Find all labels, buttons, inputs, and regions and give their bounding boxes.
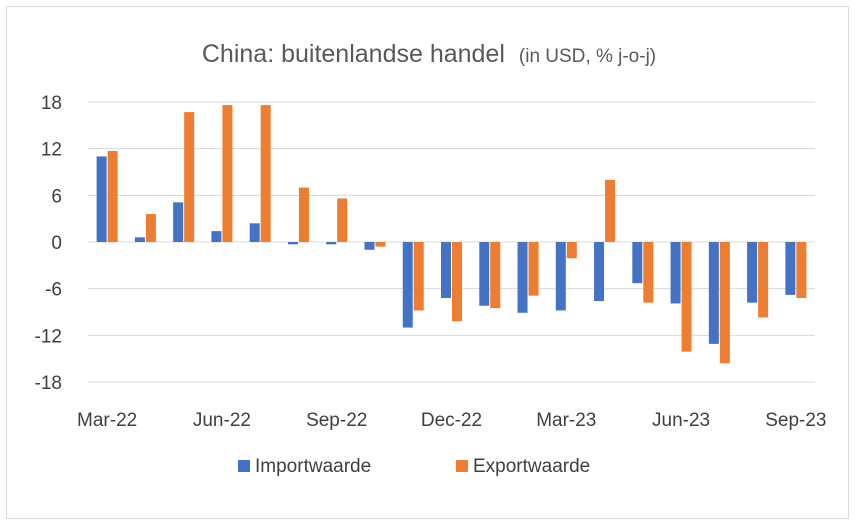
bars xyxy=(96,105,807,364)
export-bar-sep-22 xyxy=(337,198,348,242)
x-tick-label: Jun-23 xyxy=(652,410,710,431)
import-bar-sep-22 xyxy=(326,242,337,245)
legend-label-importwaarde: Importwaarde xyxy=(255,456,371,477)
export-bar-nov-22 xyxy=(413,242,424,311)
import-bar-aug-23 xyxy=(747,242,758,303)
x-tick-label: Sep-22 xyxy=(306,410,367,431)
export-bar-aug-23 xyxy=(758,242,769,318)
y-tick-label: -18 xyxy=(35,373,62,394)
export-bar-may-22 xyxy=(184,112,195,242)
import-bar-oct-22 xyxy=(364,242,375,250)
x-axis-ticks: Mar-22 Jun-22 Sep-22 Dec-22 Mar-23 Jun-23 Sep-… xyxy=(77,410,826,431)
export-bar-jul-22 xyxy=(260,105,271,242)
import-bar-aug-22 xyxy=(287,242,298,245)
import-bar-nov-22 xyxy=(402,242,413,328)
export-bar-oct-22 xyxy=(375,242,386,247)
export-bar-mar-22 xyxy=(107,151,118,242)
x-tick-label: Mar-22 xyxy=(77,410,137,431)
x-tick-label: Jun-22 xyxy=(193,410,251,431)
export-bar-sep-23 xyxy=(796,242,807,298)
y-tick-label: 12 xyxy=(41,140,62,161)
export-bar-aug-22 xyxy=(298,187,309,242)
x-tick-label: Mar-23 xyxy=(536,410,596,431)
y-axis-ticks: 18 12 6 0 -6 -12 -18 xyxy=(35,93,62,394)
import-bar-dec-22 xyxy=(441,242,451,298)
y-tick-label: -12 xyxy=(35,326,62,347)
export-bar-dec-22 xyxy=(452,242,462,322)
export-bar-apr-22 xyxy=(145,214,156,242)
import-bar-mar-22 xyxy=(96,156,107,242)
export-bar-apr-23 xyxy=(605,179,616,242)
import-bar-apr-22 xyxy=(134,237,145,242)
import-bar-may-23 xyxy=(632,242,643,284)
import-bar-jul-23 xyxy=(708,242,719,344)
gridlines xyxy=(88,101,815,383)
legend: Importwaarde Exportwaarde xyxy=(238,456,590,477)
y-tick-label: 6 xyxy=(51,186,62,207)
y-tick-label: 18 xyxy=(41,93,62,114)
y-tick-label: 0 xyxy=(51,233,62,254)
import-bar-jun-22 xyxy=(211,231,222,242)
x-tick-label: Sep-23 xyxy=(765,410,826,431)
import-bar-may-22 xyxy=(173,202,184,242)
y-tick-label: -6 xyxy=(45,280,62,301)
export-bar-jun-23 xyxy=(681,242,692,352)
export-bar-feb-23 xyxy=(528,242,539,296)
export-bar-jun-22 xyxy=(222,105,233,242)
x-tick-label: Dec-22 xyxy=(421,410,482,431)
import-bar-jul-22 xyxy=(249,223,260,242)
export-bar-may-23 xyxy=(643,242,654,303)
chart-title: China: buitenlandse handel (in USD, % j-… xyxy=(202,40,656,68)
import-bar-apr-23 xyxy=(594,242,605,302)
export-bar-mar-23 xyxy=(566,242,577,259)
chart-frame xyxy=(6,6,849,519)
import-bar-sep-23 xyxy=(785,242,796,295)
import-bar-jan-23 xyxy=(479,242,490,306)
export-bar-jul-23 xyxy=(719,242,730,364)
import-bar-mar-23 xyxy=(555,242,566,311)
legend-label-exportwaarde: Exportwaarde xyxy=(473,456,590,477)
legend-swatch-exportwaarde xyxy=(456,460,468,472)
export-bar-jan-23 xyxy=(490,242,501,309)
import-bar-feb-23 xyxy=(517,242,528,313)
import-bar-jun-23 xyxy=(670,242,681,304)
legend-swatch-importwaarde xyxy=(238,460,250,472)
